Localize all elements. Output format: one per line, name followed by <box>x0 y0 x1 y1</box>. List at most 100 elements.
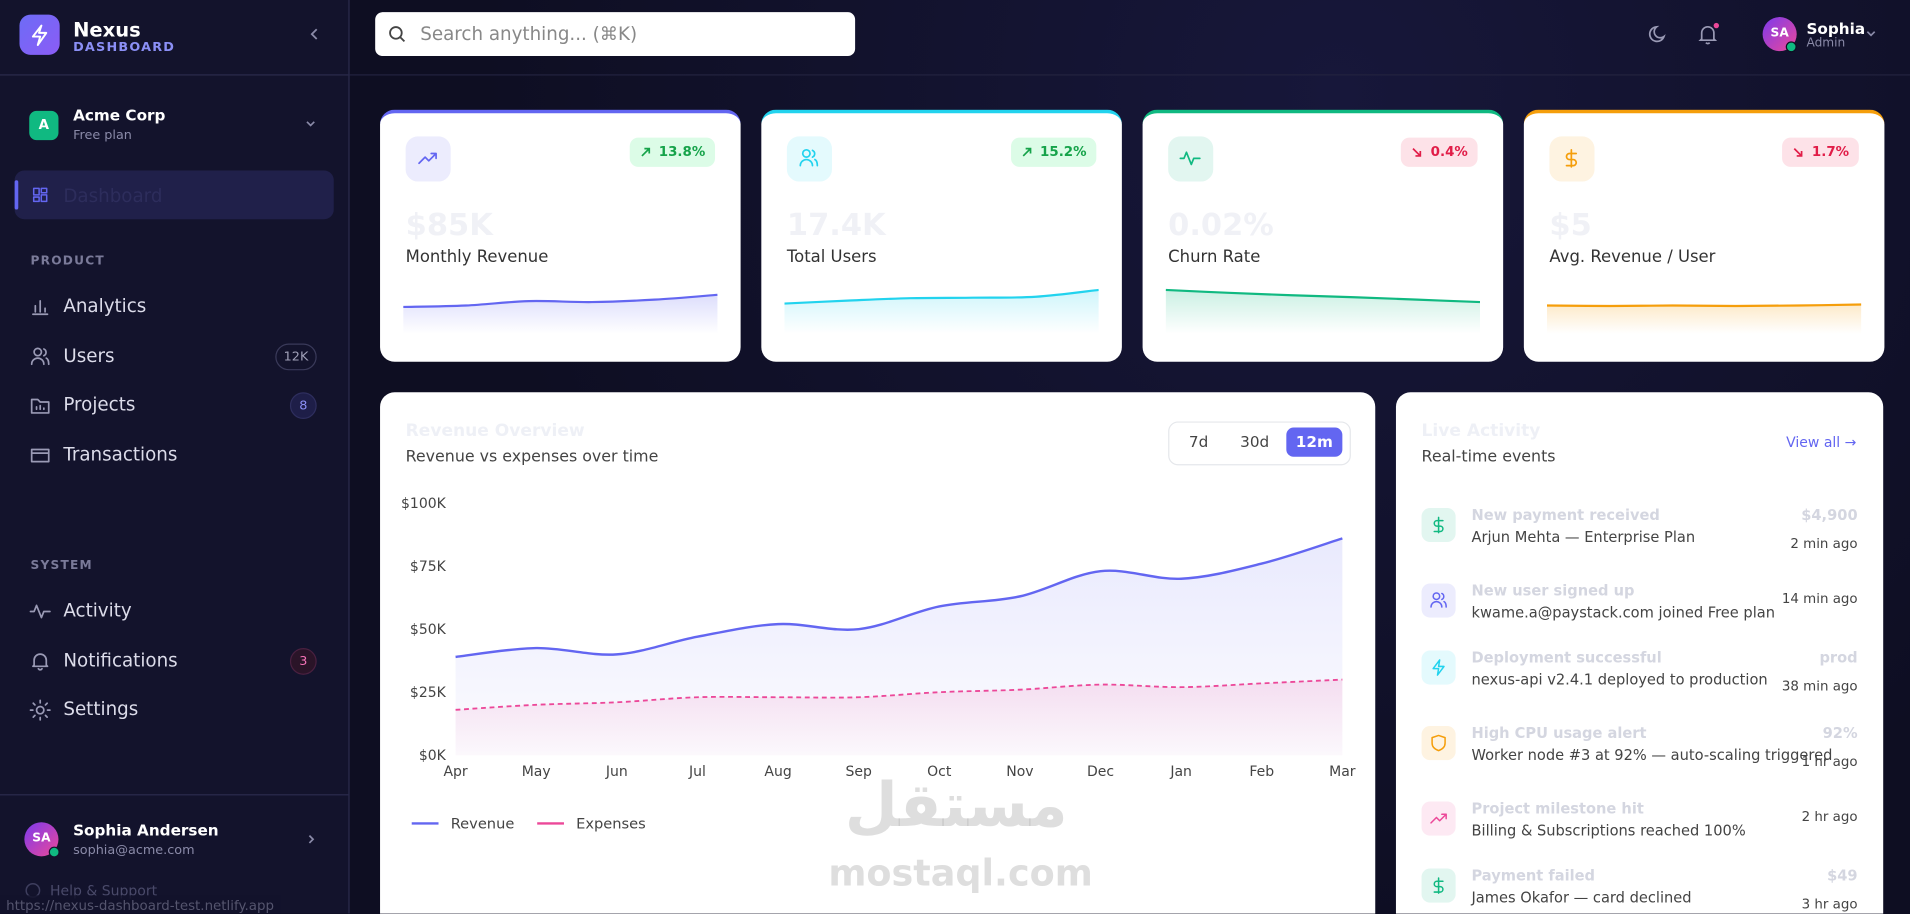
topbar-divider <box>349 74 1910 76</box>
brand-subtitle: DASHBOARD <box>73 40 176 55</box>
stat-label: Monthly Revenue <box>405 247 549 267</box>
stat-change: 15.2% <box>1040 143 1087 160</box>
shield-icon <box>1431 734 1446 752</box>
stat-label: Avg. Revenue / User <box>1549 247 1716 267</box>
icon-path <box>30 399 50 415</box>
sparkline <box>1165 288 1481 334</box>
workspace-avatar: A <box>29 110 59 141</box>
change-arrow <box>1412 148 1422 157</box>
activity-title: New payment received <box>1471 506 1660 524</box>
x-tick-label: Aug <box>764 764 791 780</box>
chart-card: Revenue Overview Revenue vs expenses ove… <box>380 392 1376 914</box>
trend-icon <box>418 152 437 165</box>
activity-amount: $49 <box>1827 867 1858 885</box>
nav-item-active[interactable] <box>14 170 334 220</box>
bell-icon <box>32 652 49 670</box>
profile-email: sophia@acme.com <box>73 842 195 858</box>
range-button[interactable]: 7d <box>1188 432 1209 451</box>
stat-change-badge: 15.2% <box>1010 137 1097 167</box>
series-line <box>455 537 1343 659</box>
workspace-chevron <box>306 121 315 127</box>
arrow-path <box>1794 148 1804 157</box>
icon-path <box>32 300 49 316</box>
workspace[interactable] <box>15 97 334 151</box>
dollar-icon <box>1433 877 1444 894</box>
activity-title: Live Activity <box>1421 421 1541 441</box>
activity-title: High CPU usage alert <box>1471 724 1647 742</box>
revenue-chart: $0K $25K $50K $75K $100K Apr May Jun Jul Aug Sep Oc… <box>401 496 1356 832</box>
search-icon <box>389 26 406 43</box>
user-role: Admin <box>1806 36 1846 50</box>
nav-badge: 3 <box>289 647 317 675</box>
sparkline-line <box>1165 288 1481 304</box>
sparkline-line <box>1546 303 1862 308</box>
theme-toggle[interactable] <box>1647 23 1669 45</box>
sparkline <box>403 293 718 334</box>
nav-badge: 8 <box>289 392 317 420</box>
stat-value: 0.02% <box>1168 207 1274 243</box>
x-tick-label: Oct <box>927 764 952 780</box>
x-tick-label: Feb <box>1249 764 1274 780</box>
grid-icon <box>32 187 48 203</box>
view-all-link[interactable]: View all → <box>1786 433 1857 451</box>
stat-change-badge: 1.7% <box>1782 137 1859 167</box>
y-tick-label: $75K <box>410 559 447 575</box>
stat-value: $5 <box>1549 207 1592 243</box>
x-tick-label: Dec <box>1087 764 1114 780</box>
icon-path <box>29 604 51 619</box>
activity-detail: nexus-api v2.4.1 deployed to production <box>1471 671 1768 689</box>
active-indicator <box>14 180 19 210</box>
bolt-icon <box>1432 659 1445 676</box>
activity-time: 3 hr ago <box>1801 896 1858 913</box>
icon-path <box>32 187 48 203</box>
watermark-latin: mostaql.com <box>828 852 1093 896</box>
icon-path <box>1430 813 1447 824</box>
arrow-path <box>1412 148 1422 157</box>
collapse-button[interactable] <box>306 26 323 43</box>
sparkline-area <box>1165 289 1481 334</box>
help-link[interactable]: Help & Support <box>49 881 158 899</box>
range-button[interactable]: 12m <box>1286 427 1343 457</box>
users-icon <box>799 148 819 167</box>
user-name: Sophia <box>1806 19 1866 38</box>
status-url: https://nexus-dashboard-test.netlify.app <box>0 895 281 914</box>
profile-name: Sophia Andersen <box>73 821 219 840</box>
nav-label: Activity <box>63 599 132 621</box>
gear-icon <box>29 699 51 721</box>
activity-time: 38 min ago <box>1781 678 1858 695</box>
profile-chevron <box>308 835 315 844</box>
brand-name: Nexus <box>73 18 141 42</box>
activity-title: Deployment successful <box>1471 649 1662 667</box>
profile-avatar[interactable]: SA <box>24 822 59 857</box>
notifications-button[interactable] <box>1696 22 1720 46</box>
arrow-path <box>1022 147 1032 157</box>
sparkline <box>1546 303 1862 334</box>
stat-change: 13.8% <box>658 143 706 160</box>
activity-amount: $4,900 <box>1801 506 1858 524</box>
activity-icon-box <box>1421 650 1456 685</box>
arrow-path <box>641 147 650 157</box>
x-tick-label: Sep <box>845 764 872 780</box>
bars-icon <box>32 300 49 316</box>
activity-amount: 92% <box>1822 724 1858 742</box>
logo <box>19 14 60 55</box>
legend-label: Revenue <box>451 815 515 832</box>
x-tick-label: Mar <box>1329 764 1356 780</box>
nav-badge: 12K <box>275 343 317 370</box>
range-button[interactable]: 30d <box>1240 432 1270 451</box>
icon-path <box>418 152 437 165</box>
y-tick-label: $100K <box>401 496 447 512</box>
users-icon <box>1430 592 1447 608</box>
activity-time: 2 hr ago <box>1801 808 1858 825</box>
sparkline-line <box>784 288 1099 305</box>
search-box[interactable] <box>375 12 856 57</box>
icon-path <box>29 699 51 721</box>
nav-label: Projects <box>63 393 136 416</box>
sparkline-area <box>1546 304 1862 334</box>
workspace-plan: Free plan <box>73 127 132 143</box>
activity-icon-box <box>1421 583 1456 618</box>
y-tick-label: $50K <box>410 622 447 638</box>
legend-label: Expenses <box>576 815 646 832</box>
change-arrow <box>641 147 650 157</box>
